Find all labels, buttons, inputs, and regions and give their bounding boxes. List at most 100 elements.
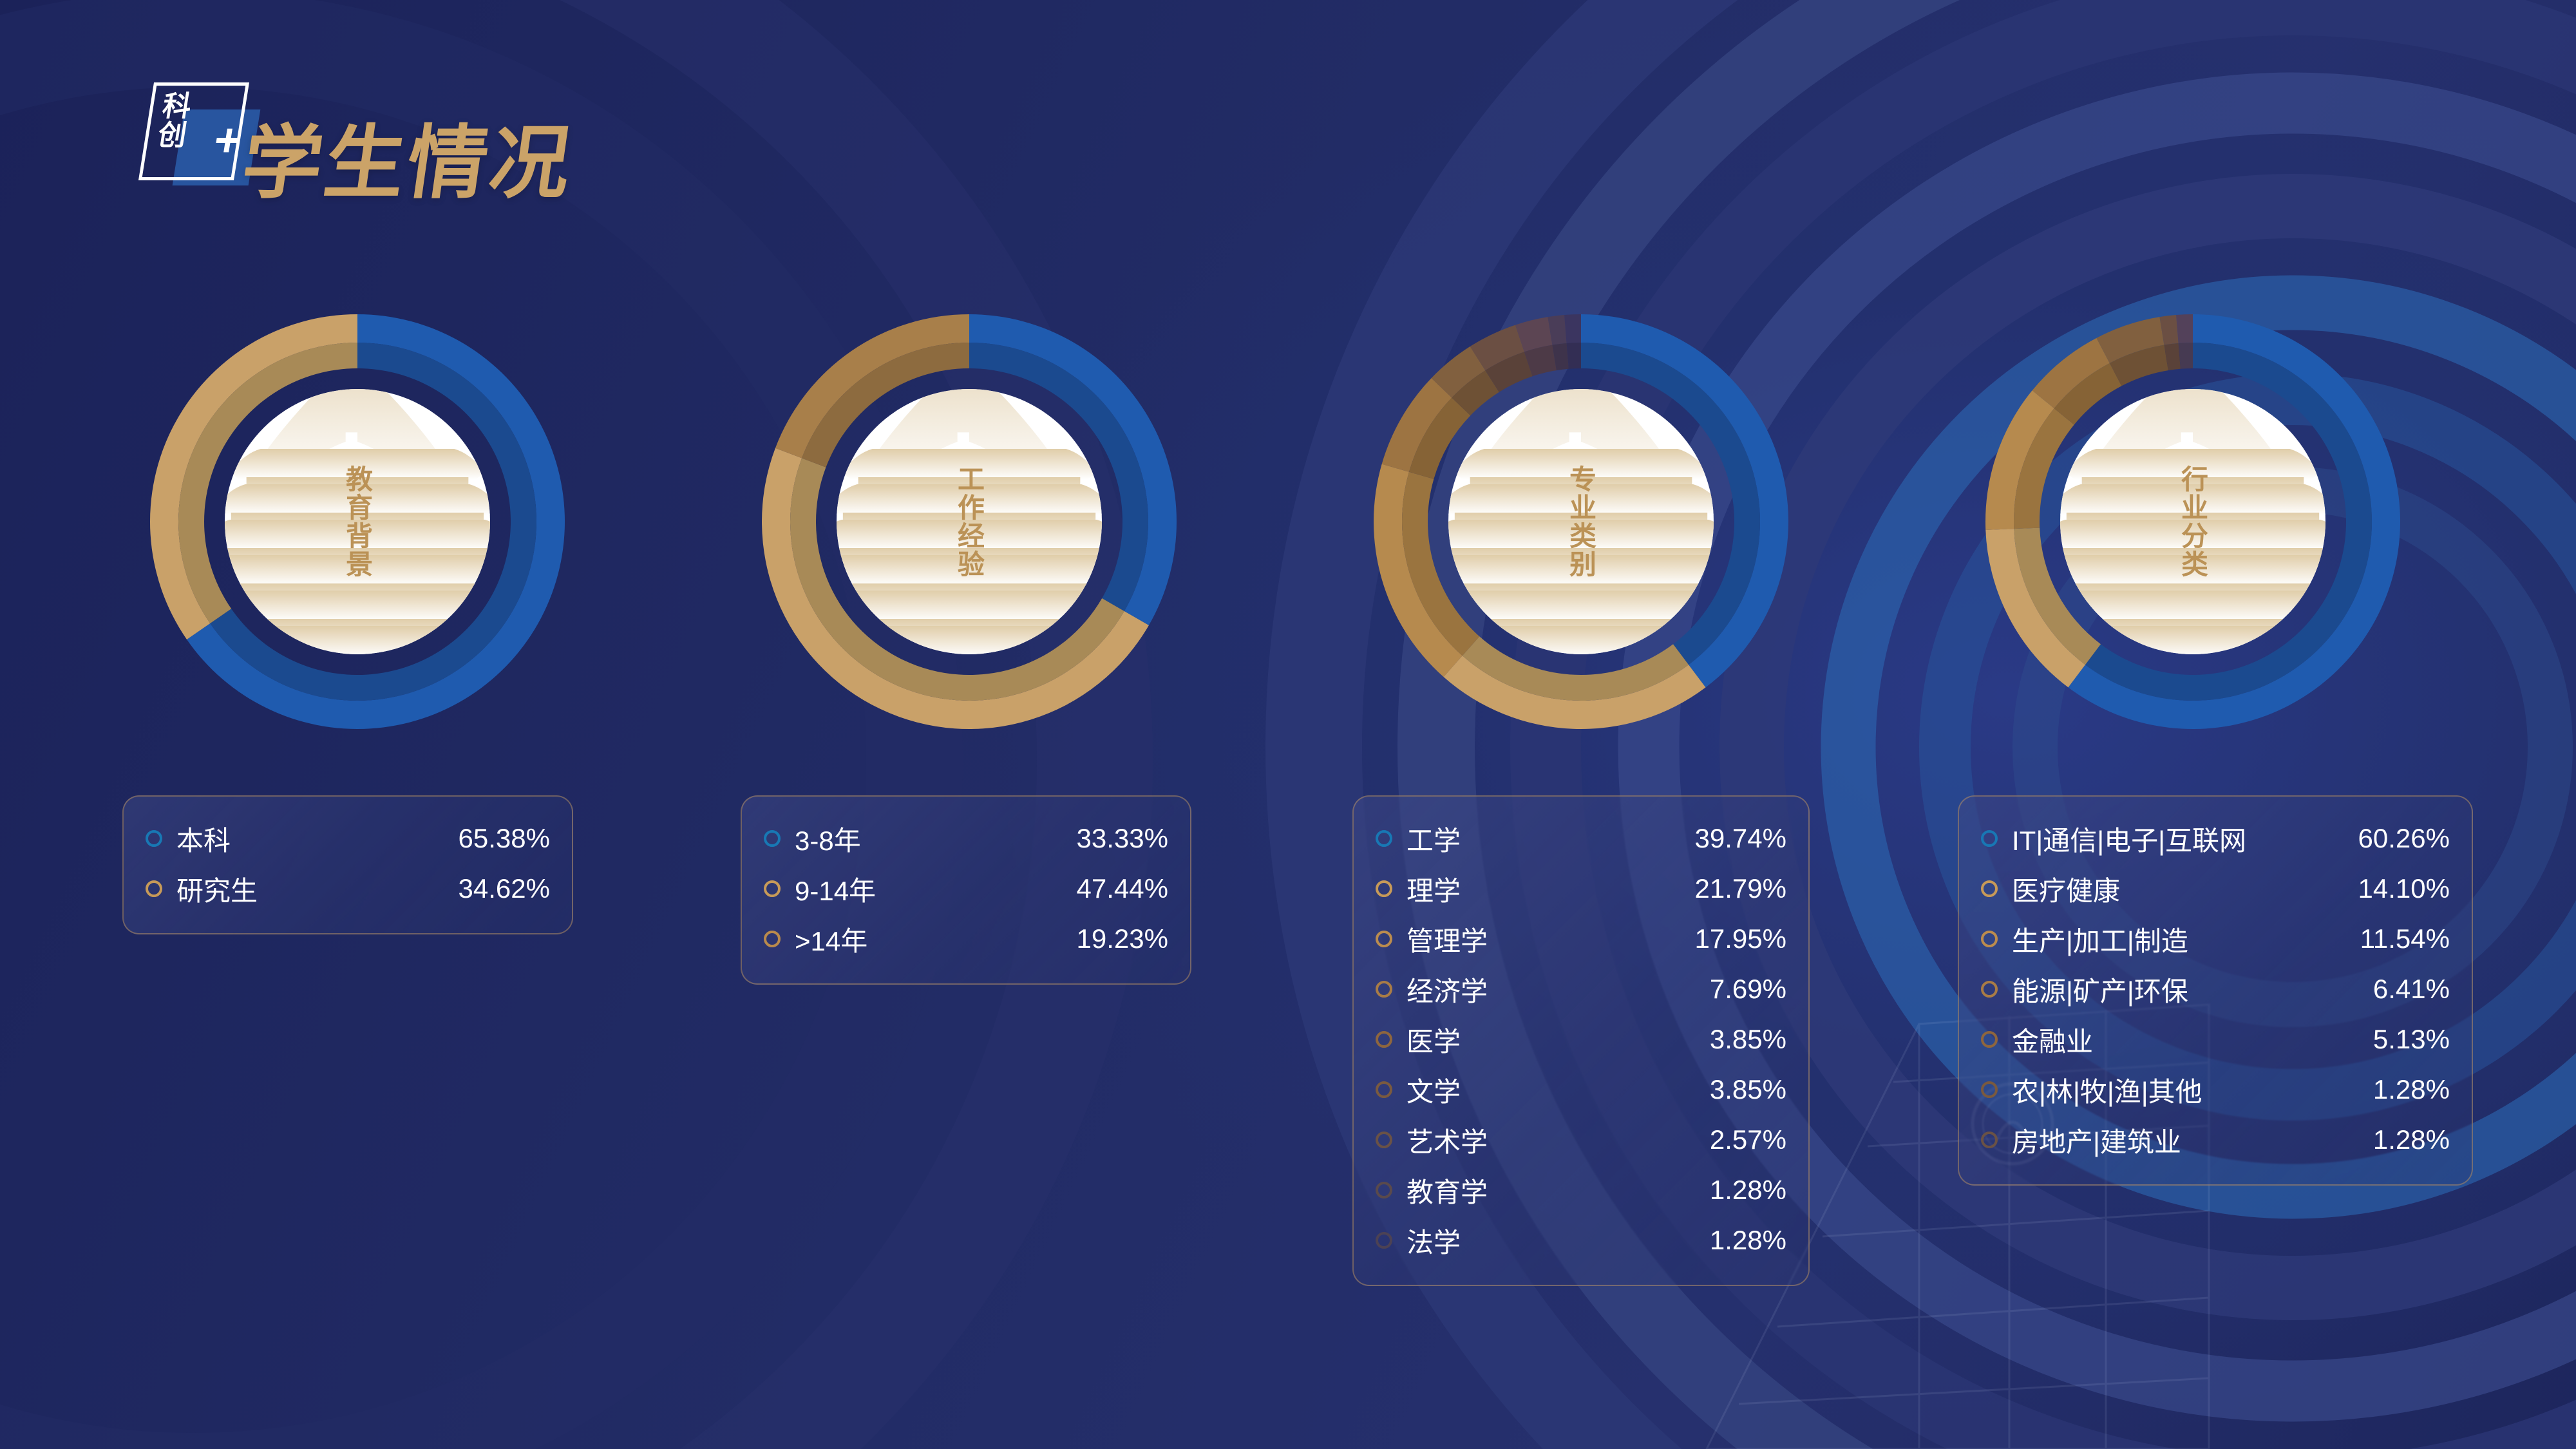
legend-marker-circle-icon	[146, 830, 162, 847]
legend-item[interactable]: 生产|加工|制造 11.54%	[1981, 914, 2450, 964]
legend-item[interactable]: 教育学 1.28%	[1376, 1165, 1786, 1215]
legend-item[interactable]: 理学 21.79%	[1376, 864, 1786, 914]
legend-item-value: 47.44%	[1076, 873, 1168, 904]
donut-chart-2: 工作经验	[744, 309, 1195, 760]
donut-center-label: 工作经验	[954, 465, 985, 578]
legend-item-label: 文学	[1406, 1076, 1461, 1107]
donut-slice-outer	[2096, 317, 2164, 363]
pagoda-icon	[837, 389, 1102, 654]
donut-slice-outer	[1374, 464, 1463, 677]
legend-item[interactable]: 9-14年 47.44%	[764, 864, 1168, 914]
donut-slice-inner	[178, 343, 357, 623]
legend-item-value: 65.38%	[458, 823, 550, 853]
legend-item-value: 3.85%	[1709, 1024, 1786, 1054]
donut-slice-outer	[1985, 390, 2054, 530]
legend-item[interactable]: IT|通信|电子|互联网 60.26%	[1981, 813, 2450, 864]
legend-item-value: 11.54%	[2360, 923, 2450, 954]
donut-center-hub: 工作经验	[837, 389, 1102, 654]
legend-item[interactable]: 金融业 5.13%	[1981, 1014, 2450, 1065]
legend-item[interactable]: 3-8年 33.33%	[764, 813, 1168, 864]
donut-slice-inner	[1452, 370, 1499, 416]
legend-item[interactable]: 房地产|建筑业 1.28%	[1981, 1115, 2450, 1165]
donut-slice-outer	[1515, 317, 1553, 352]
logo-char-1: 科	[160, 91, 193, 122]
legend-item[interactable]: 医疗健康 14.10%	[1981, 864, 2450, 914]
legend-marker-circle-icon	[1376, 880, 1392, 897]
donut-slice-outer	[1564, 314, 1581, 343]
legend-item[interactable]: 研究生 34.62%	[146, 864, 550, 914]
legend-marker-circle-icon	[1981, 880, 1998, 897]
legend-marker-circle-icon	[764, 880, 781, 897]
legend-item-label: 理学	[1406, 875, 1461, 906]
legend-item-label: 3-8年	[795, 825, 861, 856]
donut-chart-row: 教育背景 工作经验 专业类别 行业分类	[0, 309, 2576, 760]
legend-item-label: 法学	[1406, 1227, 1461, 1258]
legend-item-value: 39.74%	[1694, 823, 1786, 853]
donut-slice-inner	[2054, 363, 2122, 425]
legend-item-value: 33.33%	[1076, 823, 1168, 853]
legend-item-label: 医学	[1406, 1026, 1461, 1057]
donut-slice-outer	[2159, 315, 2179, 345]
legend-item[interactable]: 医学 3.85%	[1376, 1014, 1786, 1065]
legend-item[interactable]: 工学 39.74%	[1376, 813, 1786, 864]
pagoda-icon	[2060, 389, 2325, 654]
legend-item[interactable]: 农|林|牧|渔|其他 1.28%	[1981, 1065, 2450, 1115]
legend-item-value: 34.62%	[458, 873, 550, 904]
legend-item-value: 60.26%	[2358, 823, 2450, 853]
donut-slice-inner	[802, 343, 969, 468]
legend-marker-circle-icon	[1981, 1081, 1998, 1098]
donut-slice-outer	[1581, 314, 1788, 688]
legend-marker-circle-icon	[1376, 1132, 1392, 1148]
legend-marker-circle-icon	[1376, 1031, 1392, 1048]
legend-item-value: 19.23%	[1076, 923, 1168, 954]
donut-slice-inner	[1581, 343, 1760, 665]
donut-slice-inner	[2014, 408, 2074, 529]
donut-slice-outer	[969, 314, 1177, 625]
donut-center-hub: 行业分类	[2060, 389, 2325, 654]
legend-item[interactable]: 能源|矿产|环保 6.41%	[1981, 964, 2450, 1014]
legend-marker-circle-icon	[1376, 1182, 1392, 1198]
legend-item-value: 2.57%	[1709, 1124, 1786, 1155]
legend-marker-circle-icon	[1376, 830, 1392, 847]
legend-item-label: 研究生	[176, 875, 258, 906]
legend-item-label: 生产|加工|制造	[2012, 925, 2188, 956]
donut-slice-inner	[1462, 636, 1689, 701]
donut-slice-inner	[1408, 397, 1471, 479]
legend-item-label: 房地产|建筑业	[2012, 1126, 2181, 1157]
donut-slice-outer	[775, 314, 969, 459]
legend-item-label: >14年	[795, 925, 868, 956]
legend-item-label: 教育学	[1406, 1177, 1488, 1208]
legend-card-2: 3-8年 33.33% 9-14年 47.44% >14年 19.23%	[741, 795, 1191, 985]
donut-slice-inner	[1524, 345, 1557, 377]
donut-slice-inner	[1485, 352, 1533, 392]
donut-center-label: 行业分类	[2177, 465, 2208, 578]
legend-item[interactable]: 经济学 7.69%	[1376, 964, 1786, 1014]
legend-marker-circle-icon	[1981, 1031, 1998, 1048]
legend-item[interactable]: >14年 19.23%	[764, 914, 1168, 964]
donut-chart-3: 专业类别	[1356, 309, 1806, 760]
donut-slice-outer	[150, 314, 358, 639]
legend-item[interactable]: 本科 65.38%	[146, 813, 550, 864]
donut-slice-outer	[2068, 314, 2400, 729]
legend-item-value: 17.95%	[1694, 923, 1786, 954]
legend-item-value: 1.28%	[2372, 1124, 2450, 1155]
donut-slice-inner	[2178, 343, 2193, 369]
legend-item-value: 1.28%	[1709, 1225, 1786, 1255]
donut-slice-outer	[1548, 315, 1567, 345]
donut-chart-1: 教育背景	[132, 309, 583, 760]
legend-item-label: 管理学	[1406, 925, 1488, 956]
legend-item-label: 本科	[176, 825, 231, 856]
legend-item-value: 7.69%	[1709, 974, 1786, 1004]
page-title: 学生情况	[236, 119, 579, 208]
legend-item[interactable]: 法学 1.28%	[1376, 1215, 1786, 1265]
legend-item[interactable]: 艺术学 2.57%	[1376, 1115, 1786, 1165]
legend-item-label: 艺术学	[1406, 1126, 1488, 1157]
legend-item-value: 14.10%	[2358, 873, 2450, 904]
donut-ring: 专业类别	[1368, 309, 1794, 734]
legend-item-value: 5.13%	[2372, 1024, 2450, 1054]
legend-item-value: 1.28%	[2372, 1074, 2450, 1104]
legend-item[interactable]: 文学 3.85%	[1376, 1065, 1786, 1115]
legend-item[interactable]: 管理学 17.95%	[1376, 914, 1786, 964]
